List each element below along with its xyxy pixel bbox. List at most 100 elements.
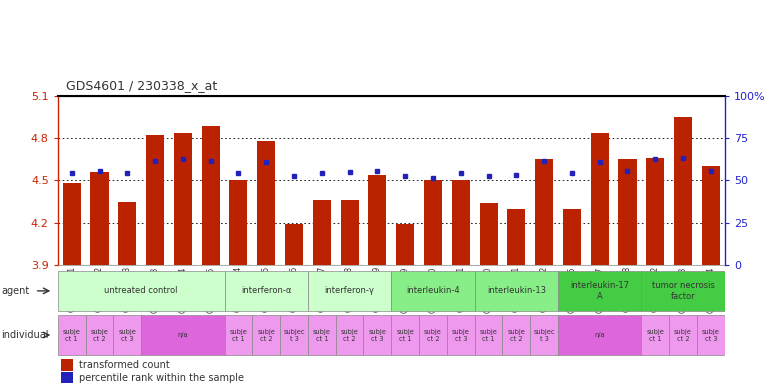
Text: interferon-α: interferon-α (241, 286, 291, 295)
Bar (61, 359, 73, 371)
Text: GSM866421: GSM866421 (67, 266, 76, 312)
Bar (503, 315, 530, 355)
Text: subje
ct 3: subje ct 3 (119, 329, 136, 341)
Text: subje
ct 1: subje ct 1 (646, 329, 664, 341)
Bar (58, 271, 224, 311)
Bar (480, 203, 497, 265)
Text: subje
ct 2: subje ct 2 (341, 329, 359, 341)
Text: GSM866424: GSM866424 (234, 266, 243, 313)
Text: subje
ct 1: subje ct 1 (62, 329, 81, 341)
Bar (224, 271, 308, 311)
Bar (118, 202, 136, 265)
Text: GSM866426: GSM866426 (290, 266, 298, 313)
Bar (313, 200, 331, 265)
Bar (424, 180, 442, 265)
Bar (141, 315, 224, 355)
Text: subje
ct 2: subje ct 2 (90, 329, 109, 341)
Bar (669, 315, 697, 355)
Bar (475, 271, 558, 311)
Text: GSM866439: GSM866439 (401, 266, 409, 313)
Text: transformed count: transformed count (79, 360, 170, 370)
Text: subje
ct 1: subje ct 1 (230, 329, 247, 341)
Text: subje
ct 3: subje ct 3 (369, 329, 386, 341)
Text: GSM866427: GSM866427 (318, 266, 326, 313)
Bar (202, 126, 220, 265)
Text: GDS4601 / 230338_x_at: GDS4601 / 230338_x_at (66, 79, 217, 92)
Text: untreated control: untreated control (104, 286, 178, 295)
Text: GSM866438: GSM866438 (623, 266, 632, 313)
Bar (230, 180, 247, 265)
Text: GSM866431: GSM866431 (512, 266, 521, 313)
Text: GSM866425: GSM866425 (261, 266, 271, 313)
Bar (62, 183, 81, 265)
Bar (447, 315, 475, 355)
Bar (558, 315, 641, 355)
Text: subje
ct 3: subje ct 3 (452, 329, 470, 341)
Text: GSM866437: GSM866437 (595, 266, 604, 313)
Text: subjec
t 3: subjec t 3 (283, 329, 305, 341)
Text: GSM866430: GSM866430 (484, 266, 493, 313)
Text: subje
ct 1: subje ct 1 (396, 329, 414, 341)
Text: interleukin-13: interleukin-13 (487, 286, 546, 295)
Text: GSM866443: GSM866443 (678, 266, 688, 313)
Text: interleukin-17
A: interleukin-17 A (571, 281, 629, 301)
Bar (396, 224, 414, 265)
Text: tumor necrosis
factor: tumor necrosis factor (651, 281, 715, 301)
Bar (58, 315, 86, 355)
Bar (285, 224, 303, 265)
Text: GSM866433: GSM866433 (150, 266, 160, 313)
Text: GSM866422: GSM866422 (95, 266, 104, 312)
Bar (335, 315, 363, 355)
Bar (475, 315, 503, 355)
Bar (86, 315, 113, 355)
Text: subje
ct 1: subje ct 1 (313, 329, 331, 341)
Bar (90, 172, 109, 265)
Bar (308, 315, 335, 355)
Bar (674, 117, 692, 265)
Text: GSM866444: GSM866444 (706, 266, 715, 313)
Text: GSM866441: GSM866441 (456, 266, 465, 313)
Text: interferon-γ: interferon-γ (325, 286, 375, 295)
Text: n/a: n/a (594, 332, 605, 338)
Text: subje
ct 2: subje ct 2 (507, 329, 525, 341)
Bar (113, 315, 141, 355)
Bar (535, 159, 553, 265)
Text: GSM866423: GSM866423 (123, 266, 132, 313)
Text: subje
ct 3: subje ct 3 (702, 329, 720, 341)
Text: subje
ct 2: subje ct 2 (674, 329, 692, 341)
Text: GSM866435: GSM866435 (206, 266, 215, 313)
Text: individual: individual (2, 330, 49, 340)
Text: GSM866434: GSM866434 (178, 266, 187, 313)
Text: GSM866429: GSM866429 (373, 266, 382, 313)
Text: agent: agent (2, 286, 30, 296)
Bar (419, 315, 447, 355)
Text: GSM866440: GSM866440 (429, 266, 437, 313)
Bar (697, 315, 725, 355)
Bar (61, 372, 73, 382)
Bar (280, 315, 308, 355)
Bar (363, 315, 391, 355)
Text: subje
ct 1: subje ct 1 (480, 329, 497, 341)
Bar (702, 166, 720, 265)
Text: GSM866432: GSM866432 (540, 266, 549, 313)
Text: subje
ct 2: subje ct 2 (424, 329, 442, 341)
Bar (369, 175, 386, 265)
Bar (308, 271, 391, 311)
Text: subje
ct 2: subje ct 2 (258, 329, 275, 341)
Bar (258, 141, 275, 265)
Bar (252, 315, 280, 355)
Text: n/a: n/a (177, 332, 188, 338)
Bar (530, 315, 558, 355)
Text: subjec
t 3: subjec t 3 (534, 329, 555, 341)
Bar (391, 315, 419, 355)
Bar (224, 315, 252, 355)
Bar (591, 132, 609, 265)
Bar (391, 271, 475, 311)
Bar (452, 180, 470, 265)
Text: interleukin-4: interleukin-4 (406, 286, 460, 295)
Bar (507, 209, 525, 265)
Bar (646, 158, 665, 265)
Bar (641, 271, 725, 311)
Bar (173, 132, 192, 265)
Bar (618, 159, 637, 265)
